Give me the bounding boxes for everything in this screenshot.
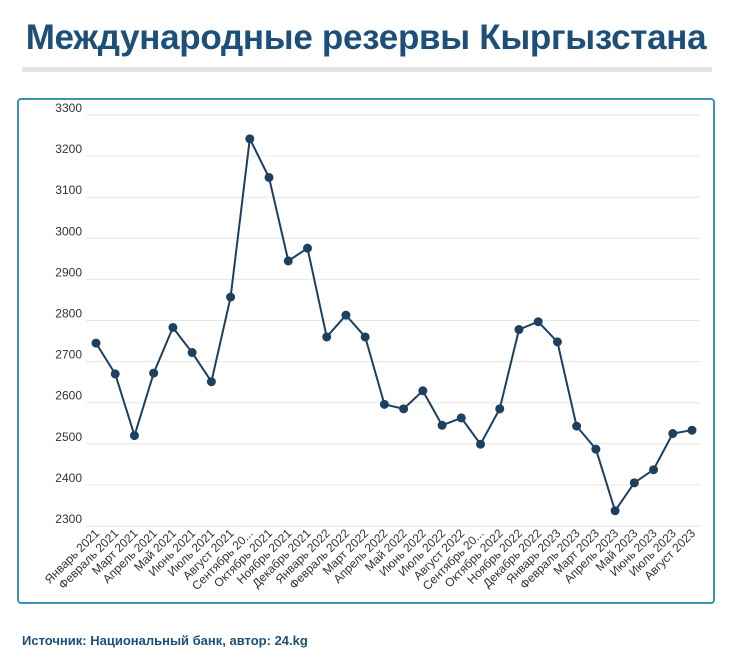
data-point[interactable] <box>668 429 678 439</box>
title-divider <box>22 67 712 72</box>
data-point[interactable] <box>418 386 428 396</box>
chart-title: Международные резервы Кыргызстана <box>25 18 707 57</box>
data-point[interactable] <box>302 243 312 253</box>
data-point[interactable] <box>572 421 582 431</box>
data-point[interactable] <box>226 292 236 302</box>
data-point[interactable] <box>379 399 389 409</box>
y-tick-label: 2500 <box>55 430 82 444</box>
source-note: Источник: Национальный банк, автор: 24.k… <box>22 633 308 648</box>
data-point[interactable] <box>591 444 601 454</box>
y-tick-label: 2300 <box>55 512 82 526</box>
data-point[interactable] <box>187 348 197 358</box>
data-point[interactable] <box>360 332 370 342</box>
data-point[interactable] <box>476 439 486 449</box>
data-point[interactable] <box>206 377 216 387</box>
y-axis-ticks: 2300 2400 2500 2600 2700 2800 2900 3000 3100 3200… <box>55 101 82 526</box>
chart-frame <box>17 98 715 604</box>
data-point[interactable] <box>552 337 562 347</box>
data-point[interactable] <box>629 478 639 488</box>
data-point[interactable] <box>687 425 697 435</box>
data-point[interactable] <box>91 338 101 348</box>
y-tick-label: 2400 <box>55 471 82 485</box>
y-tick-label: 2700 <box>55 348 82 362</box>
data-point[interactable] <box>533 317 543 327</box>
y-tick-label: 3100 <box>55 183 82 197</box>
grid-lines <box>86 114 700 527</box>
series-line <box>95 137 693 512</box>
data-point[interactable] <box>495 404 505 414</box>
y-tick-label: 3300 <box>55 101 82 115</box>
data-point[interactable] <box>399 404 409 414</box>
data-point[interactable] <box>649 465 659 475</box>
y-tick-label: 3200 <box>55 142 82 156</box>
data-points <box>91 134 697 516</box>
y-tick-label: 2800 <box>55 307 82 321</box>
data-point[interactable] <box>437 420 447 430</box>
data-point[interactable] <box>110 369 120 379</box>
y-tick-label: 2600 <box>55 389 82 403</box>
data-point[interactable] <box>341 310 351 320</box>
data-point[interactable] <box>610 506 620 516</box>
data-point[interactable] <box>149 368 159 378</box>
data-point[interactable] <box>264 172 274 182</box>
data-point[interactable] <box>322 332 332 342</box>
data-point[interactable] <box>283 256 293 266</box>
data-point[interactable] <box>456 413 466 423</box>
data-point[interactable] <box>514 325 524 335</box>
y-tick-label: 3000 <box>55 224 82 238</box>
line-chart: 2300 2400 2500 2600 2700 2800 2900 3000 3100 3200… <box>42 101 700 593</box>
data-point[interactable] <box>129 431 139 441</box>
y-tick-label: 2900 <box>55 265 82 279</box>
data-point[interactable] <box>245 134 255 144</box>
data-point[interactable] <box>168 322 178 332</box>
